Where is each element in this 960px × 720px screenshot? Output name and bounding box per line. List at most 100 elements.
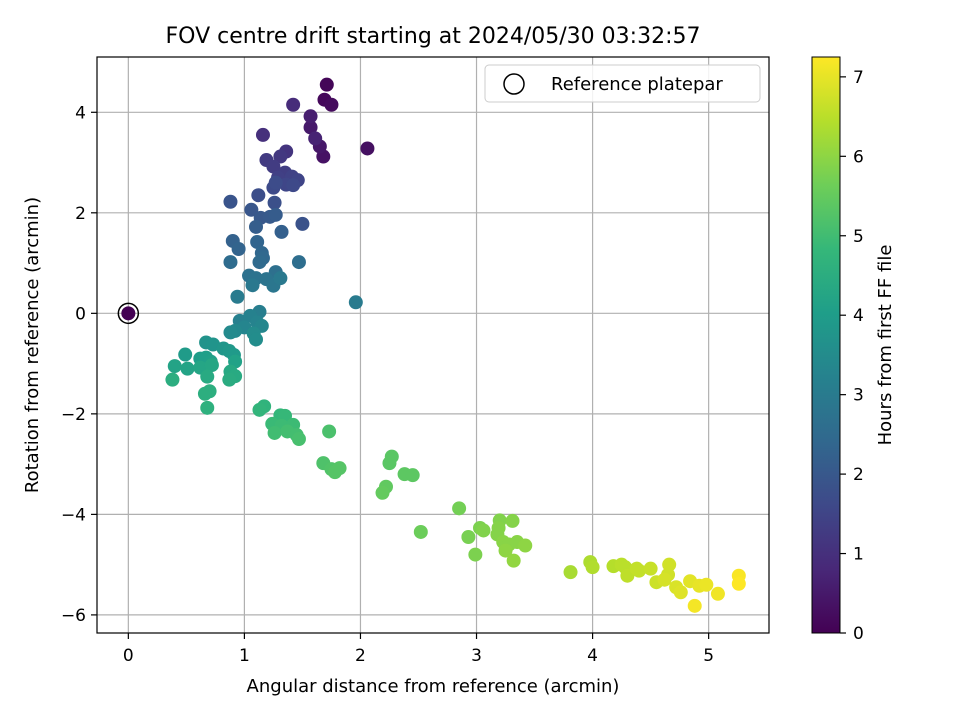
data-point — [267, 425, 282, 440]
chart-title: FOV centre drift starting at 2024/05/30 … — [166, 24, 701, 49]
data-point — [165, 372, 180, 387]
data-point — [255, 127, 270, 142]
data-point — [291, 255, 306, 270]
data-point — [121, 306, 136, 321]
legend-box — [484, 64, 761, 103]
data-point — [687, 598, 702, 613]
colorbar-tick-label: 3 — [853, 386, 864, 406]
data-point — [498, 543, 513, 558]
x-axis-label: Angular distance from reference (arcmin) — [247, 676, 620, 697]
x-tick-label: 2 — [355, 646, 366, 666]
data-point — [673, 585, 688, 600]
data-point — [295, 216, 310, 231]
data-point — [268, 207, 283, 222]
data-point — [468, 547, 483, 562]
data-point — [250, 234, 265, 249]
data-point — [563, 565, 578, 580]
data-point — [710, 586, 725, 601]
data-point — [505, 513, 520, 528]
data-point — [461, 530, 476, 544]
data-point — [223, 194, 238, 209]
data-point — [223, 255, 238, 270]
data-point — [180, 361, 195, 376]
legend: Reference platepar — [484, 64, 761, 103]
y-tick-label: 2 — [75, 204, 86, 224]
data-point — [249, 219, 264, 234]
legend-label: Reference platepar — [551, 74, 723, 95]
data-point — [657, 572, 672, 587]
y-tick-label: −4 — [61, 505, 86, 525]
colorbar-tick-label: 2 — [853, 465, 864, 485]
data-point — [286, 97, 301, 112]
data-point — [200, 369, 215, 384]
x-tick-label: 3 — [471, 646, 482, 666]
data-point — [231, 242, 246, 256]
colorbar-tick-label: 4 — [853, 306, 864, 326]
data-point — [308, 131, 323, 146]
data-point — [204, 358, 219, 373]
data-point — [266, 159, 281, 174]
data-point — [274, 224, 289, 239]
reference-marker — [117, 302, 140, 325]
y-axis-ticks: −6 −4 −2 0 2 4 — [61, 103, 97, 626]
data-point — [273, 149, 288, 164]
data-point — [382, 456, 397, 471]
x-tick-label: 4 — [587, 646, 598, 666]
data-point — [267, 195, 282, 210]
data-point — [348, 295, 363, 310]
data-point — [303, 120, 318, 135]
colorbar-tick-label: 0 — [853, 624, 864, 644]
y-tick-label: 4 — [75, 103, 86, 123]
data-point — [252, 402, 267, 417]
reference-platepar-marker — [117, 302, 140, 325]
x-tick-label: 1 — [239, 646, 250, 666]
data-point — [585, 560, 600, 575]
data-point — [405, 468, 420, 483]
data-point — [249, 332, 264, 347]
data-point — [251, 188, 266, 203]
colorbar-tick-label: 5 — [853, 227, 864, 247]
data-point — [230, 289, 245, 304]
data-point — [322, 424, 337, 439]
data-point — [506, 553, 521, 568]
y-tick-label: −6 — [61, 606, 86, 626]
colorbar — [811, 56, 841, 634]
x-tick-label: 0 — [123, 646, 134, 666]
data-point — [375, 485, 390, 500]
colorbar-tick-label: 6 — [853, 147, 864, 167]
colorbar-label: Hours from first FF file — [875, 245, 896, 446]
data-point — [178, 347, 193, 362]
data-point — [360, 141, 375, 156]
colorbar-tick-label: 1 — [853, 545, 864, 565]
x-tick-label: 5 — [703, 646, 714, 666]
x-axis-ticks: 0 1 2 3 4 5 — [123, 633, 714, 666]
data-point — [245, 278, 260, 293]
data-point — [244, 202, 259, 217]
data-point — [731, 576, 746, 591]
data-point — [252, 255, 267, 270]
colorbar-ticks: 0 1 2 3 4 5 6 7 — [840, 68, 864, 644]
data-point — [476, 523, 491, 538]
data-point — [632, 563, 647, 578]
legend-marker — [503, 73, 525, 95]
data-point — [319, 77, 334, 92]
data-point — [413, 524, 428, 539]
y-axis-label: Rotation from reference (arcmin) — [22, 197, 43, 493]
data-point — [643, 561, 658, 576]
data-point — [699, 577, 714, 592]
data-point — [222, 372, 237, 387]
data-point — [324, 97, 339, 112]
y-tick-label: 0 — [75, 304, 86, 324]
data-point — [200, 400, 215, 415]
data-points — [121, 77, 746, 613]
data-point — [167, 359, 182, 374]
plot-frame — [96, 56, 770, 634]
data-point — [332, 461, 347, 476]
colorbar-tick-label: 7 — [853, 68, 864, 88]
data-point — [197, 386, 212, 401]
data-point — [286, 178, 301, 193]
data-point — [452, 501, 467, 516]
data-point — [268, 175, 283, 190]
